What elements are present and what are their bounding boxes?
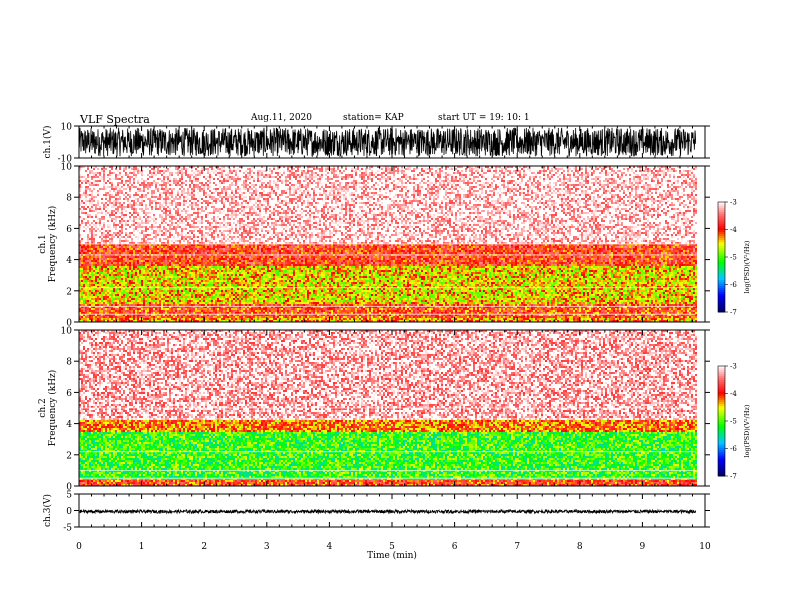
y-axis-label-1-0: ch.1 [38,234,48,253]
panel-ch1-spectrogram: 0 2 4 6 8 10 ch.1 Frequency (kHz) [38,163,710,329]
colorbar-tick-label-2-1: -4 [730,390,737,398]
x-tick-label-10: 10 [699,542,711,552]
y-tick-label-2-5: 10 [61,327,73,337]
y-tick-label-0-1: -10 [58,155,73,165]
colorbar-tick-label-2-4: -7 [730,473,737,481]
colorbar-tick-label-1-4: -7 [730,309,737,317]
colorbar-tick-label-2-3: -6 [730,445,737,453]
colorbar-label-2: log(PSD)(V²/Hz) [743,404,751,457]
y-tick-label-0-0: 10 [61,123,73,133]
colorbar-tick-label-1-0: -3 [730,199,737,207]
y-tick-label-2-1: 2 [66,451,72,461]
y-tick-label-1-4: 8 [66,194,72,204]
x-tick-label-1: 1 [139,542,145,552]
y-tick-label-2-4: 8 [66,358,72,368]
station-label: station= KAP [343,113,404,123]
y-tick-label-2-2: 4 [66,420,72,430]
x-tick-label-9: 9 [640,542,646,552]
y-tick-label-1-0: 0 [66,319,72,329]
x-axis-label: Time (min) [367,550,417,561]
date-label: Aug.11, 2020 [251,113,312,123]
y-tick-label-2-3: 6 [66,389,72,399]
x-tick-label-6: 6 [452,542,458,552]
y-axis-label-2-1: Frequency (kHz) [47,370,58,447]
x-tick-label-0: 0 [76,542,82,552]
colorbar-tick-label-2-2: -5 [730,418,737,426]
y-tick-label-3-2: -5 [63,524,72,534]
colorbar-ch1-spectrogram: -3 -4 -5 -6 -7 log(PSD)(V²/Hz) [717,199,751,317]
colorbar-tick-label-1-3: -6 [730,281,737,289]
colorbar-ch2-spectrogram: -3 -4 -5 -6 -7 log(PSD)(V²/Hz) [717,363,751,481]
start-ut-label: start UT = 19: 10: 1 [438,113,530,123]
y-tick-label-2-0: 0 [66,483,72,493]
spectrogram-cells-ch2-spectrogram [79,330,697,486]
y-axis-label-1-1: Frequency (kHz) [47,206,58,283]
y-axis-label-3-0: ch.3(V) [42,494,53,527]
waveform-ch1-waveform [78,127,697,158]
colorbars-layer: -3 -4 -5 -6 -7 log(PSD)(V²/Hz) -3 -4 -5 -6 -7 log(P… [717,199,751,481]
x-tick-label-4: 4 [327,542,333,552]
x-tick-label-3: 3 [264,542,270,552]
y-tick-label-1-2: 4 [66,256,72,266]
x-tick-label-8: 8 [577,542,583,552]
chart-title: VLF Spectra [80,113,150,126]
y-tick-label-1-5: 10 [61,163,73,173]
x-tick-label-7: 7 [514,542,520,552]
panel-ch2-spectrogram: 0 2 4 6 8 10 ch.2 Frequency (kHz) [38,327,710,493]
y-tick-label-1-3: 6 [66,225,72,235]
y-tick-label-3-0: 5 [66,491,72,501]
x-tick-label-2: 2 [201,542,207,552]
colorbar-tick-label-1-2: -5 [730,254,737,262]
colorbar-tick-label-1-1: -4 [730,226,737,234]
time-axis: 0 1 2 3 4 5 6 7 8 9 10 Time (min) [76,542,711,561]
waveform-ch3-waveform [78,508,697,515]
spectrogram-cells-ch1-spectrogram [79,166,697,322]
y-tick-label-3-1: 0 [66,507,72,517]
y-axis-label-2-0: ch.2 [38,398,48,417]
colorbar-label-1: log(PSD)(V²/Hz) [743,240,751,293]
y-axis-label-0-0: ch.1(V) [42,126,53,159]
y-tick-label-1-1: 2 [66,287,72,297]
panel-ch1-waveform: 10 -10 ch.1(V) [42,123,710,165]
colorbar-tick-label-2-0: -3 [730,363,737,371]
panel-ch3-waveform: 5 0 -5 ch.3(V) [42,491,710,534]
x-tick-label-5: 5 [389,542,395,552]
